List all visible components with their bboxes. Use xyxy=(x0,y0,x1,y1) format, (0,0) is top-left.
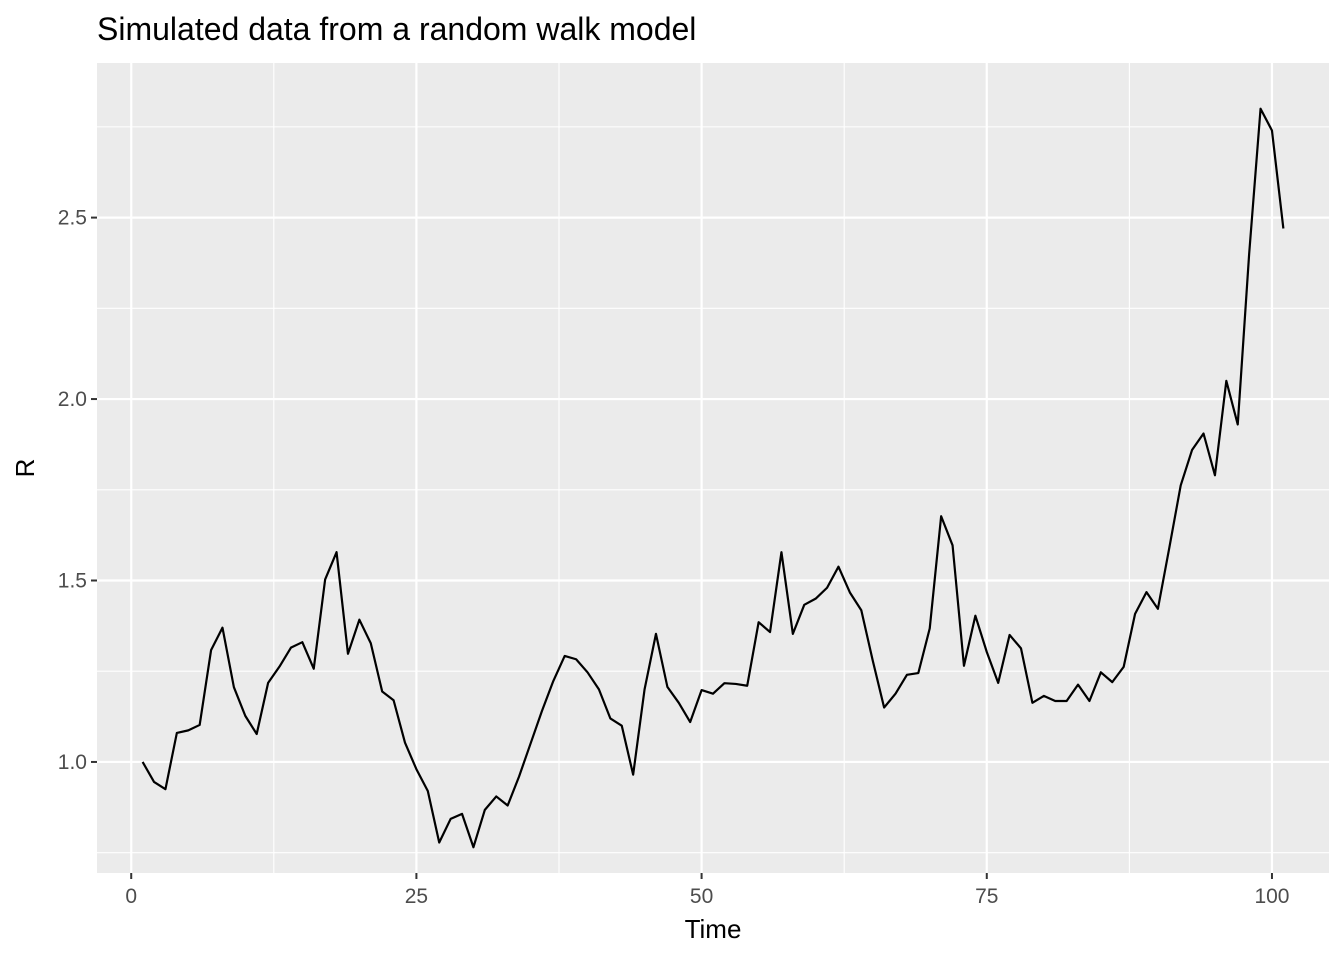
x-axis: 0 25 50 75 100 xyxy=(125,873,1289,908)
y-tick-label: 2.0 xyxy=(58,388,87,411)
y-tick-label: 1.5 xyxy=(58,570,87,593)
y-axis: 1.0 1.5 2.0 2.5 xyxy=(58,207,97,774)
x-axis-title: Time xyxy=(685,914,742,944)
major-gridlines xyxy=(97,63,1329,873)
series-line-1 xyxy=(141,107,1285,849)
x-tick-label: 0 xyxy=(125,885,137,908)
chart-title: Simulated data from a random walk model xyxy=(97,11,696,47)
y-tick-label: 1.0 xyxy=(58,751,87,774)
x-tick-label: 25 xyxy=(405,885,428,908)
plot-panel xyxy=(97,63,1329,873)
y-axis-title: R xyxy=(10,459,40,478)
series-layer xyxy=(141,107,1285,849)
x-tick-label: 50 xyxy=(690,885,713,908)
x-tick-label: 75 xyxy=(975,885,998,908)
y-tick-label: 2.5 xyxy=(58,207,87,230)
x-tick-label: 100 xyxy=(1254,885,1289,908)
minor-gridlines xyxy=(97,63,1329,873)
